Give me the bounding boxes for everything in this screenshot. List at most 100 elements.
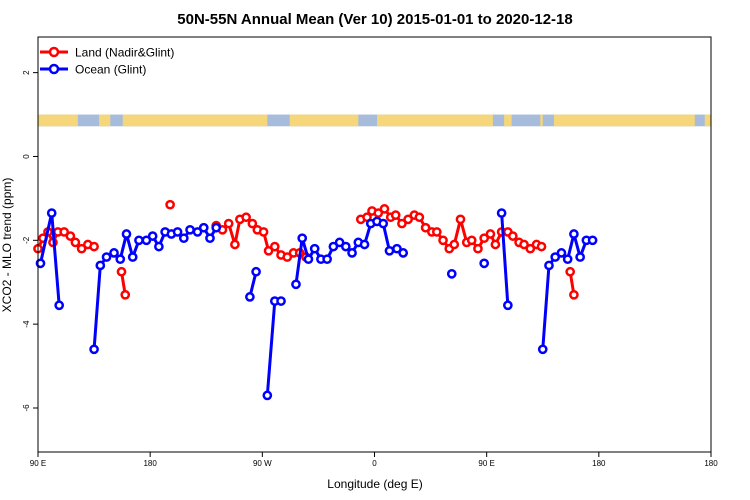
data-point [263, 245, 274, 256]
data-point [89, 241, 99, 252]
data-point [291, 279, 301, 290]
x-axis: 90 E 180 90 W 0 90 E 180 180 [30, 452, 718, 468]
x-tick-label: 180 [704, 459, 718, 468]
land-mass-3 [289, 114, 359, 127]
data-point [262, 390, 273, 401]
land-sea-strip [38, 114, 711, 127]
data-point [397, 218, 407, 229]
series-line [265, 299, 282, 396]
y-tick-label: -2 [22, 236, 31, 244]
data-point [276, 296, 286, 306]
legend-item-land: Land (Nadir&Glint) [40, 46, 174, 60]
data-point [347, 248, 357, 258]
series-line [541, 232, 593, 350]
data-point [172, 227, 183, 237]
data-point [473, 243, 483, 254]
data-point [485, 229, 496, 239]
x-tick-label: 90 W [253, 459, 272, 468]
data-point [95, 260, 106, 271]
data-point [59, 227, 70, 237]
data-point [403, 214, 413, 225]
data-point [258, 227, 269, 237]
data-point [479, 233, 490, 244]
data-point [192, 227, 203, 237]
data-point [223, 218, 234, 229]
data-point [178, 233, 189, 244]
land-mass-1 [99, 114, 111, 127]
legend-item-ocean: Ocean (Glint) [40, 63, 146, 77]
land-mass-0 [38, 114, 78, 127]
data-point [556, 248, 567, 258]
land-mass-6 [540, 114, 543, 127]
x-axis-label: Longitude (deg E) [327, 477, 422, 491]
data-point [328, 241, 339, 252]
data-point [115, 254, 126, 265]
data-point [46, 208, 57, 218]
sea-band [38, 114, 711, 127]
data-point [536, 241, 547, 252]
data-point [507, 231, 518, 241]
legend-land-label: Land (Nadir&Glint) [75, 46, 174, 60]
legend-land-marker [48, 46, 60, 58]
data-point [398, 248, 409, 258]
plot-series [33, 199, 598, 401]
data-point [165, 199, 175, 210]
data-point [575, 252, 585, 262]
data-point [198, 222, 209, 233]
data-point [70, 237, 81, 248]
x-tick-label: 180 [143, 459, 157, 468]
data-point [230, 239, 240, 250]
x-tick-label: 90 E [478, 459, 494, 468]
data-point [89, 344, 99, 355]
data-point [490, 239, 501, 250]
data-point [134, 235, 144, 246]
data-point [127, 252, 138, 262]
data-point [565, 266, 576, 277]
data-point [116, 266, 127, 277]
data-point [297, 233, 308, 244]
y-tick-label: -4 [22, 320, 31, 328]
data-point [587, 235, 598, 246]
data-point [378, 218, 389, 229]
land-mass-8 [704, 114, 711, 127]
data-point [414, 212, 425, 223]
data-point [496, 208, 507, 218]
data-point [537, 344, 548, 355]
data-point [379, 204, 390, 214]
data-point [359, 239, 370, 250]
data-point [247, 218, 258, 229]
data-point [420, 222, 431, 233]
data-point [550, 252, 561, 262]
data-point [544, 260, 554, 271]
data-point [340, 241, 351, 252]
data-point [384, 245, 395, 256]
x-tick-label: 180 [592, 459, 606, 468]
data-point [120, 289, 131, 300]
data-point [431, 227, 442, 237]
land-mass-5 [504, 114, 512, 127]
data-point [569, 289, 579, 300]
legend-ocean-label: Ocean (Glint) [75, 63, 146, 77]
data-point [121, 229, 132, 239]
data-point [322, 254, 332, 265]
data-point [309, 243, 320, 254]
data-point [205, 233, 215, 244]
data-point [390, 210, 401, 221]
data-point [35, 258, 46, 269]
land-mass-7 [553, 114, 695, 127]
data-point [466, 235, 477, 246]
data-point [101, 252, 112, 262]
data-point [455, 214, 466, 225]
y-axis: 2 0 -2 -4 -6 [22, 70, 38, 412]
y-tick-label: 2 [22, 70, 31, 75]
data-point [211, 222, 222, 233]
y-axis-label: XCO2 - MLO trend (ppm) [0, 178, 14, 313]
data-point [54, 300, 65, 311]
data-point [65, 231, 76, 241]
land-mass-2 [122, 114, 268, 127]
data-point [479, 258, 490, 269]
chart-title: 50N-55N Annual Mean (Ver 10) 2015-01-01 … [177, 11, 572, 28]
y-tick-label: 0 [22, 154, 31, 159]
data-point [303, 254, 314, 265]
